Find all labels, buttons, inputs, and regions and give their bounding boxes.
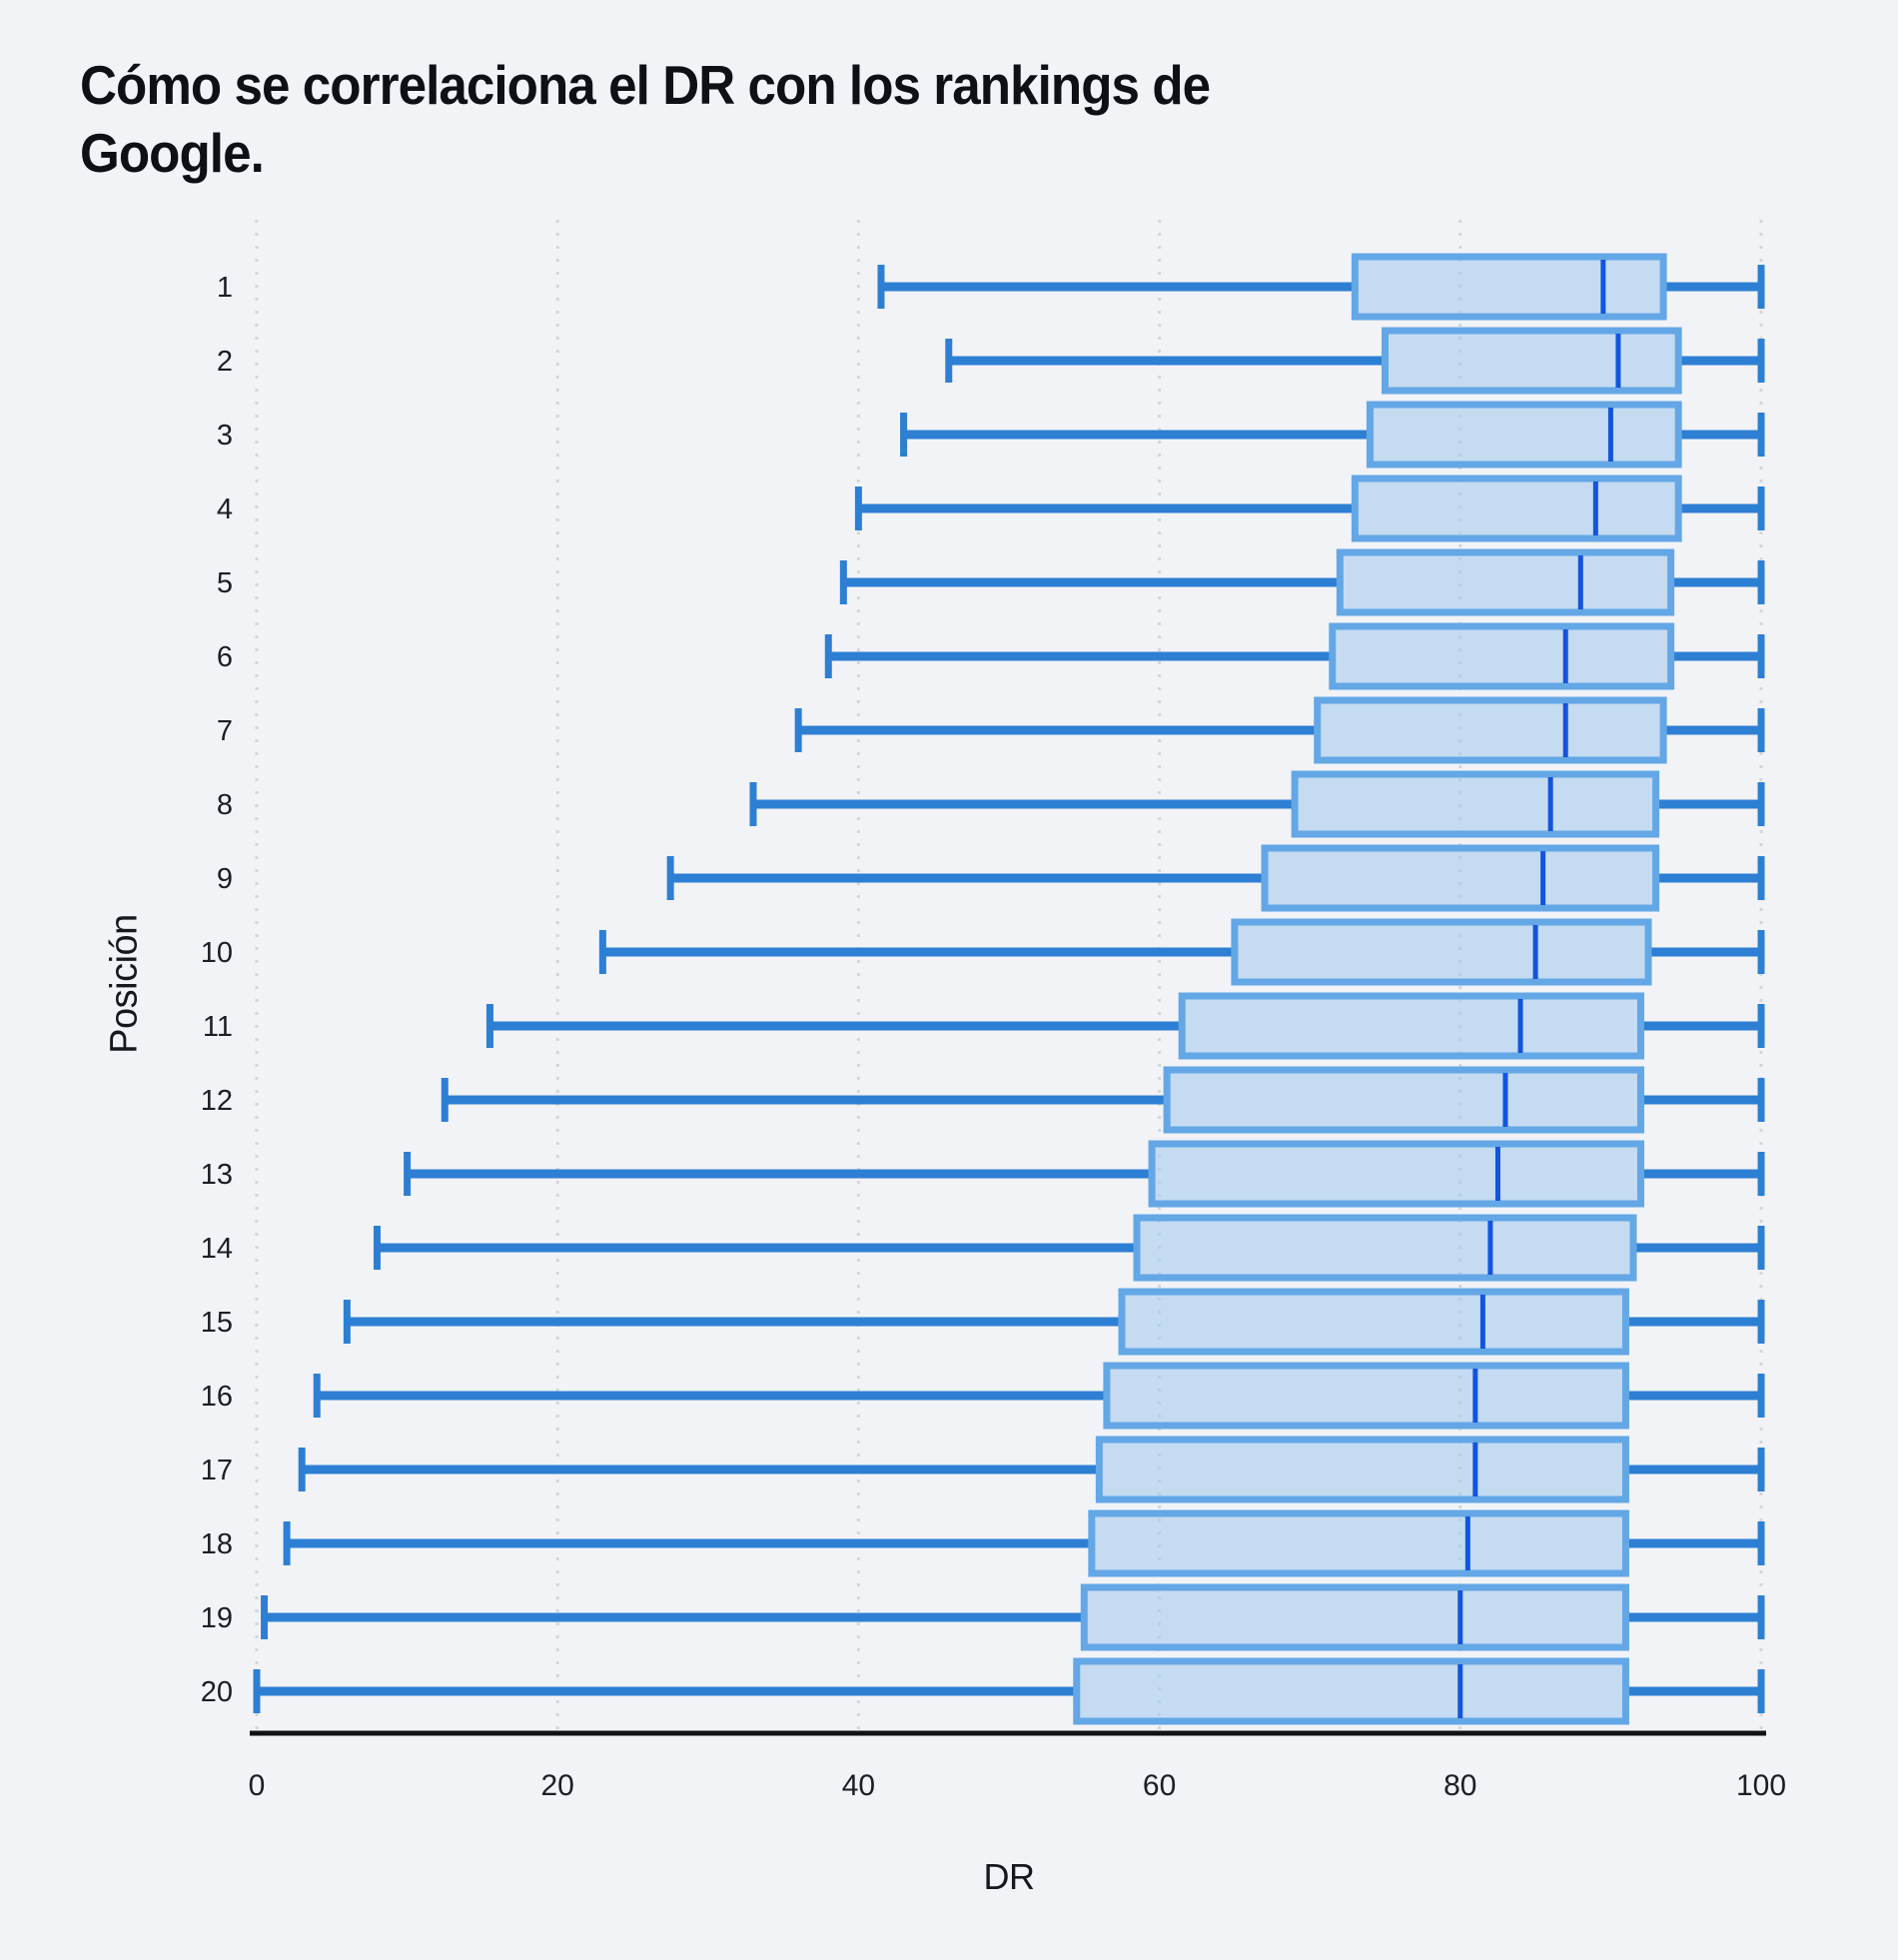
y-tick-label: 6 <box>217 641 233 673</box>
iqr-box <box>1314 696 1667 764</box>
y-tick-label: 17 <box>201 1455 233 1486</box>
iqr-box <box>1095 1436 1629 1503</box>
iqr-box <box>1073 1657 1629 1725</box>
y-tick-label: 15 <box>201 1307 233 1339</box>
y-tick-label: 7 <box>217 715 233 747</box>
y-tick-label: 16 <box>201 1381 233 1413</box>
iqr-box <box>1382 327 1682 395</box>
y-tick-label: 2 <box>217 346 233 378</box>
iqr-box <box>1103 1362 1629 1430</box>
iqr-box <box>1163 1066 1645 1134</box>
y-tick-label: 1 <box>217 272 233 304</box>
x-tick-label: 0 <box>249 1769 266 1802</box>
iqr-box <box>1336 548 1675 616</box>
chart-title: Cómo se correlaciona el DR con los ranki… <box>80 54 1211 184</box>
iqr-box <box>1133 1214 1637 1282</box>
y-tick-label: 9 <box>217 863 233 895</box>
y-tick-label: 14 <box>201 1233 233 1265</box>
x-tick-label: 60 <box>1143 1769 1176 1802</box>
iqr-box <box>1351 253 1667 321</box>
iqr-box <box>1329 622 1675 690</box>
y-tick-label: 12 <box>201 1085 233 1117</box>
iqr-box <box>1351 475 1682 542</box>
y-tick-label: 13 <box>201 1159 233 1191</box>
x-tick-label: 100 <box>1736 1769 1786 1802</box>
y-tick-label: 3 <box>217 420 233 452</box>
y-tick-label: 19 <box>201 1602 233 1634</box>
iqr-box <box>1366 401 1682 469</box>
x-axis-label: DR <box>983 1856 1036 1897</box>
iqr-box <box>1080 1583 1629 1651</box>
iqr-box <box>1088 1509 1629 1577</box>
x-tick-label: 80 <box>1443 1769 1476 1802</box>
y-tick-label: 11 <box>203 1011 233 1043</box>
y-tick-label: 20 <box>201 1676 233 1708</box>
iqr-box <box>1291 770 1660 838</box>
y-tick-label: 18 <box>201 1528 233 1560</box>
iqr-box <box>1118 1288 1629 1356</box>
iqr-box <box>1178 992 1645 1060</box>
y-tick-label: 10 <box>201 937 233 969</box>
x-tick-label: 40 <box>842 1769 875 1802</box>
y-tick-label: 4 <box>217 493 233 525</box>
x-tick-label: 20 <box>541 1769 574 1802</box>
iqr-box <box>1261 844 1660 912</box>
y-tick-label: 8 <box>217 789 233 821</box>
iqr-box <box>1148 1140 1645 1208</box>
y-tick-label: 5 <box>217 567 233 599</box>
iqr-box <box>1231 918 1652 986</box>
